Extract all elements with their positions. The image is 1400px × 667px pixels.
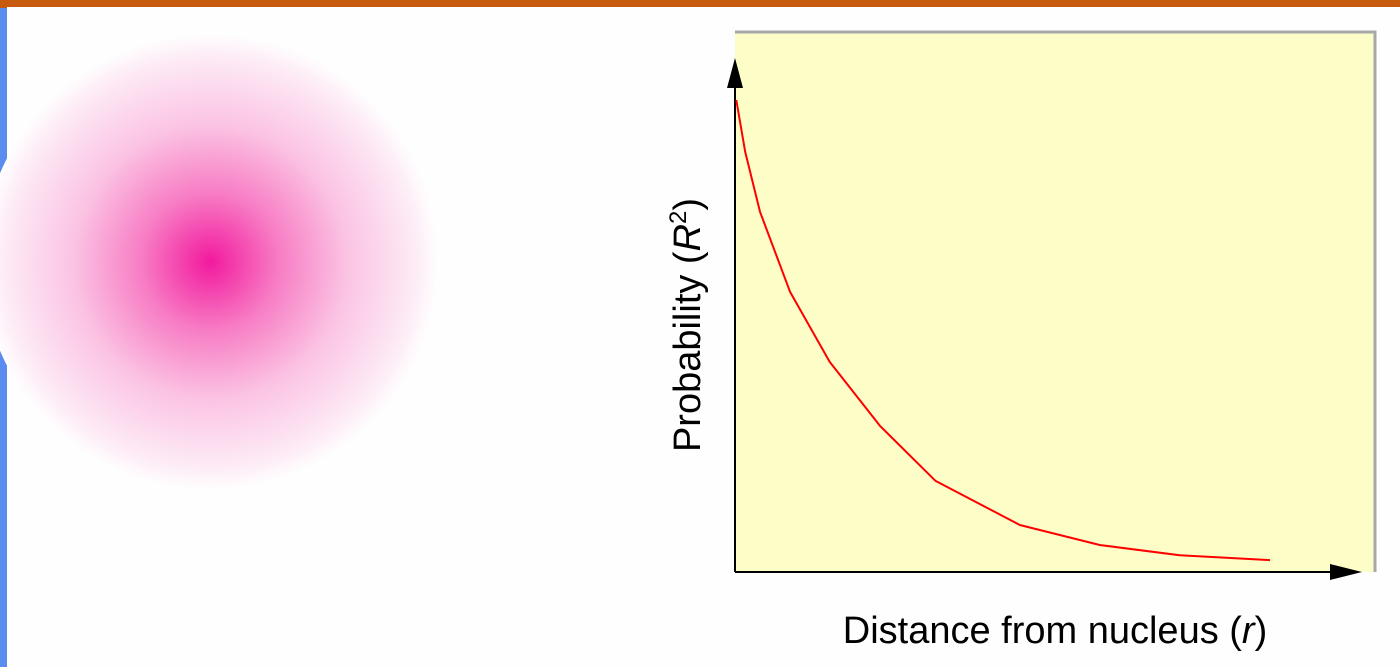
plot-area <box>735 32 1375 572</box>
x-label-text: ) <box>1255 610 1268 652</box>
x-label-text: Distance from nucleus ( <box>843 610 1242 652</box>
y-label-sup: 2 <box>665 211 692 224</box>
y-label-text: Probability ( <box>667 251 709 452</box>
y-label-var: R <box>667 224 709 251</box>
slide: Distance from nucleus (r) Probability (R… <box>0 0 1400 667</box>
x-axis-label: Distance from nucleus (r) <box>843 610 1267 652</box>
orbital-cloud <box>0 34 438 490</box>
chart: Distance from nucleus (r) Probability (R… <box>665 32 1375 652</box>
y-label-text: ) <box>667 198 709 211</box>
slide-border-top <box>0 0 1400 8</box>
y-axis-label: Probability (R2) <box>665 198 709 452</box>
